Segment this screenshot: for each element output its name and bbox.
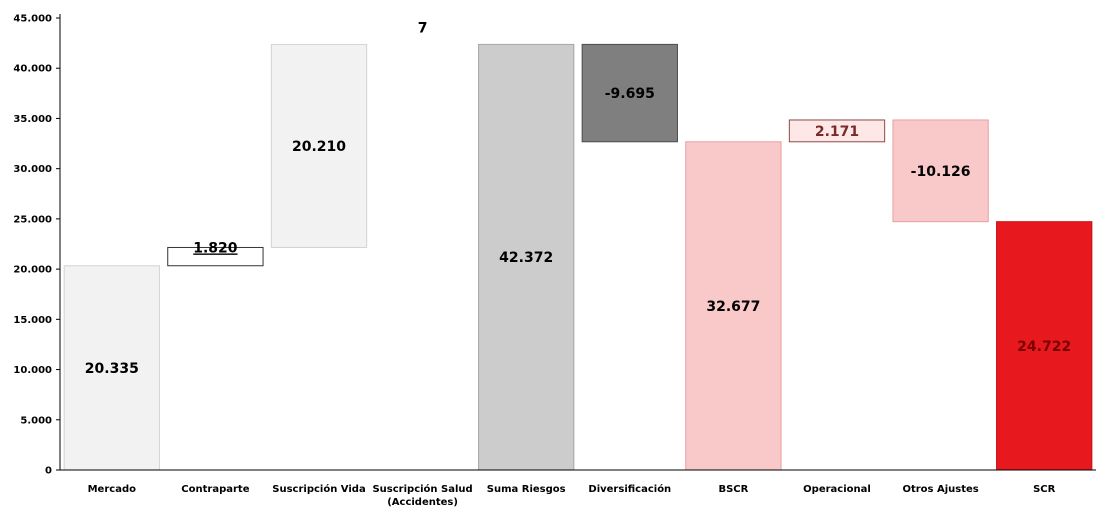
- axes: [59, 14, 1096, 471]
- category-label-5: Diversificación: [588, 483, 671, 495]
- data-label-3: 7: [418, 20, 428, 36]
- bar-1: [167, 246, 264, 267]
- category-label-9: SCR: [1033, 484, 1056, 495]
- bar-2: [270, 43, 368, 248]
- category-label-line: Operacional: [803, 484, 871, 495]
- category-label-7: Operacional: [803, 484, 871, 495]
- bar-4: [478, 43, 575, 471]
- bar-0: [63, 265, 160, 471]
- y-tick-label: 40.000: [13, 64, 52, 75]
- bar-5: [581, 43, 678, 143]
- data-label-6: 32.677: [706, 299, 760, 315]
- category-label-line: Contraparte: [181, 484, 249, 495]
- data-labels: 20.335 1.820 20.210 7 42.372 -9.695 32.677 2.17…: [85, 20, 1071, 376]
- y-tick-label: 30.000: [13, 164, 52, 175]
- y-tick-label: 10.000: [13, 365, 52, 376]
- data-label-8: -10.126: [911, 164, 971, 180]
- category-label-8: Otros Ajustes: [902, 484, 978, 495]
- bar-3: [374, 44, 471, 46]
- category-label-line: Suscripción Salud: [372, 483, 472, 495]
- category-label-line: Diversificación: [588, 483, 671, 495]
- category-label-line: SCR: [1033, 484, 1056, 495]
- y-tick-label: 5.000: [20, 415, 52, 426]
- y-axis-ticks: 0 5.000 10.000 15.000 20.000 25.000 30.000 35.0…: [13, 14, 60, 477]
- category-label-line: Mercado: [88, 484, 136, 495]
- y-tick-label: 0: [45, 466, 52, 477]
- y-tick-label: 20.000: [13, 265, 52, 276]
- category-label-1: Contraparte: [181, 484, 249, 495]
- data-label-0: 20.335: [85, 361, 139, 377]
- bar-7: [788, 119, 886, 143]
- category-label-line: Otros Ajustes: [902, 484, 978, 495]
- category-label-line: Suma Riesgos: [487, 484, 566, 495]
- y-tick-label: 45.000: [13, 14, 52, 25]
- bar-9: [996, 221, 1093, 471]
- category-label-4: Suma Riesgos: [487, 484, 566, 495]
- data-label-5: -9.695: [605, 86, 655, 102]
- category-labels: Mercado Contraparte Suscripción Vida Suscri…: [88, 483, 1056, 508]
- bars: [63, 43, 1093, 471]
- category-label-line: (Accidentes): [387, 497, 458, 508]
- data-label-4: 42.372: [499, 250, 553, 266]
- y-tick-label: 25.000: [13, 214, 52, 225]
- category-label-line: BSCR: [718, 484, 748, 495]
- category-label-3: Suscripción Salud (Accidentes): [372, 483, 472, 508]
- data-label-9: 24.722: [1017, 339, 1071, 355]
- y-tick-label: 15.000: [13, 315, 52, 326]
- category-label-line: Suscripción Vida: [272, 483, 365, 495]
- category-label-6: BSCR: [718, 484, 748, 495]
- bar-8: [892, 119, 989, 223]
- y-tick-label: 35.000: [13, 114, 52, 125]
- data-label-2: 20.210: [292, 139, 346, 155]
- category-label-2: Suscripción Vida: [272, 483, 365, 495]
- data-label-7: 2.171: [815, 124, 859, 140]
- category-label-0: Mercado: [88, 484, 136, 495]
- bar-6: [685, 141, 782, 471]
- data-label-1: 1.820: [193, 240, 238, 256]
